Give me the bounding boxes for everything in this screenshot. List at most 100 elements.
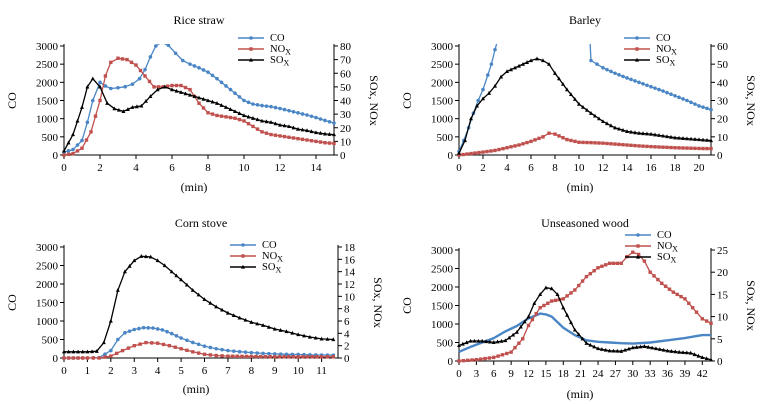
x-axis-label: (min) bbox=[567, 180, 594, 194]
data-point bbox=[569, 92, 573, 97]
data-point bbox=[513, 144, 517, 148]
data-point bbox=[170, 87, 174, 92]
data-point bbox=[143, 67, 147, 72]
data-point bbox=[569, 138, 573, 143]
y-tick-label: 1500 bbox=[431, 301, 454, 313]
data-point bbox=[493, 47, 497, 52]
data-point bbox=[505, 351, 509, 356]
data-point bbox=[677, 95, 681, 100]
series-nox bbox=[457, 131, 713, 157]
data-point bbox=[517, 63, 521, 68]
data-point bbox=[503, 338, 508, 343]
data-point bbox=[231, 313, 236, 318]
data-point bbox=[607, 261, 612, 266]
data-point bbox=[237, 95, 242, 99]
data-point bbox=[246, 100, 251, 105]
y2-tick-label: 2 bbox=[344, 341, 350, 353]
data-point bbox=[500, 353, 505, 357]
y-axis-label: CO bbox=[400, 92, 414, 109]
data-point bbox=[638, 344, 643, 349]
data-point bbox=[91, 98, 95, 103]
data-point bbox=[661, 145, 665, 149]
data-point bbox=[700, 317, 705, 321]
chart-title: Barley bbox=[569, 13, 601, 27]
data-point bbox=[595, 62, 599, 66]
data-point bbox=[206, 70, 210, 74]
data-point bbox=[291, 125, 296, 130]
data-point bbox=[309, 114, 314, 119]
data-point bbox=[254, 354, 258, 359]
data-point bbox=[486, 73, 490, 77]
data-point bbox=[264, 104, 269, 108]
series-co bbox=[458, 312, 711, 353]
data-point bbox=[144, 340, 148, 345]
data-point bbox=[526, 314, 531, 319]
data-point bbox=[174, 334, 179, 338]
data-point bbox=[601, 141, 605, 145]
x-tick-label: 24 bbox=[593, 368, 605, 380]
data-point bbox=[642, 259, 647, 263]
data-point bbox=[547, 61, 551, 66]
data-point bbox=[264, 131, 269, 135]
data-point bbox=[284, 329, 289, 334]
data-point bbox=[208, 353, 213, 357]
data-point bbox=[225, 310, 230, 315]
x-tick-label: 4 bbox=[155, 365, 161, 377]
data-point bbox=[645, 144, 649, 149]
series-nox bbox=[457, 250, 713, 363]
y2-tick-label: 20 bbox=[717, 114, 729, 126]
data-point bbox=[497, 35, 501, 39]
data-point bbox=[657, 87, 661, 92]
data-point bbox=[220, 307, 225, 312]
x-tick-label: 6 bbox=[202, 365, 208, 377]
data-point bbox=[188, 92, 192, 97]
data-point bbox=[615, 261, 620, 266]
x-tick-label: 2 bbox=[97, 162, 103, 174]
x-axis-label: (min) bbox=[181, 180, 208, 194]
data-point bbox=[513, 65, 517, 70]
data-point bbox=[633, 143, 637, 148]
data-point bbox=[215, 76, 219, 81]
data-point bbox=[687, 301, 691, 305]
data-point bbox=[327, 119, 332, 124]
data-point bbox=[287, 124, 291, 128]
data-point bbox=[196, 342, 201, 347]
data-point bbox=[105, 101, 110, 105]
data-point bbox=[132, 327, 137, 332]
data-point bbox=[663, 284, 668, 288]
data-point bbox=[477, 150, 481, 155]
data-point bbox=[530, 317, 535, 322]
data-point bbox=[653, 346, 658, 351]
data-point bbox=[469, 116, 473, 121]
series-sox bbox=[62, 76, 336, 153]
data-point bbox=[505, 146, 509, 150]
data-point bbox=[125, 57, 129, 62]
data-point bbox=[103, 352, 107, 356]
plot-area bbox=[62, 254, 336, 360]
data-point bbox=[226, 354, 230, 358]
data-point bbox=[261, 351, 265, 356]
legend-entry-co: CO bbox=[656, 33, 671, 44]
data-point bbox=[697, 137, 701, 142]
x-axis-label: (min) bbox=[567, 387, 594, 401]
data-point bbox=[637, 144, 641, 148]
y-tick-label: 500 bbox=[437, 338, 454, 350]
data-point bbox=[577, 140, 581, 144]
data-point bbox=[661, 89, 665, 93]
x-tick-label: 27 bbox=[610, 368, 622, 380]
legend-marker bbox=[249, 47, 253, 51]
data-point bbox=[700, 355, 705, 360]
data-point bbox=[121, 109, 126, 113]
data-point bbox=[201, 68, 206, 72]
data-point bbox=[318, 117, 323, 121]
data-point bbox=[314, 115, 318, 120]
y2-tick-label: 8 bbox=[344, 304, 350, 316]
x-tick-label: 6 bbox=[491, 368, 497, 380]
data-point bbox=[667, 287, 672, 291]
data-point bbox=[98, 80, 102, 85]
data-point bbox=[641, 144, 645, 148]
legend-entry-co: CO bbox=[270, 33, 285, 44]
y2-tick-label: 14 bbox=[344, 267, 356, 279]
data-point bbox=[549, 299, 554, 303]
data-point bbox=[143, 254, 148, 259]
